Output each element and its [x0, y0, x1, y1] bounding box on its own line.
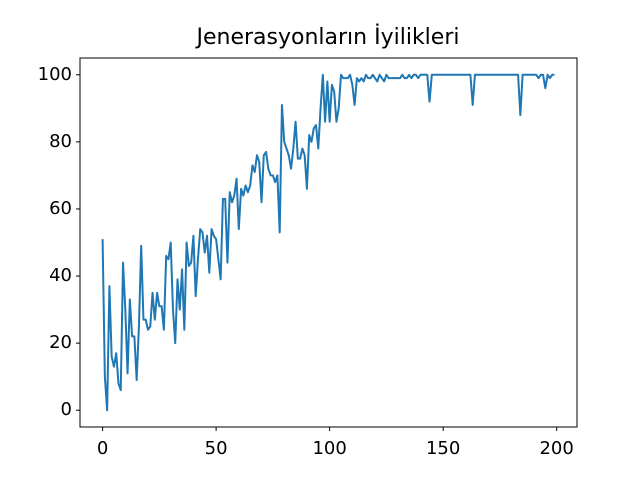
x-tick-label: 150: [426, 438, 460, 459]
axes-frame: [79, 57, 578, 428]
data-line: [101, 73, 555, 412]
x-tick-label: 0: [97, 438, 108, 459]
chart-title: Jenerasyonların İyilikleri: [195, 24, 460, 50]
y-tick-label: 40: [49, 265, 72, 286]
x-tick-label: 200: [539, 438, 573, 459]
y-tick-label: 0: [61, 399, 72, 420]
y-tick-label: 80: [49, 131, 72, 152]
x-tick-label: 100: [312, 438, 346, 459]
x-tick-label: 50: [205, 438, 228, 459]
y-tick-label: 100: [38, 64, 72, 85]
y-tick-label: 20: [49, 332, 72, 353]
y-tick-label: 60: [49, 198, 72, 219]
